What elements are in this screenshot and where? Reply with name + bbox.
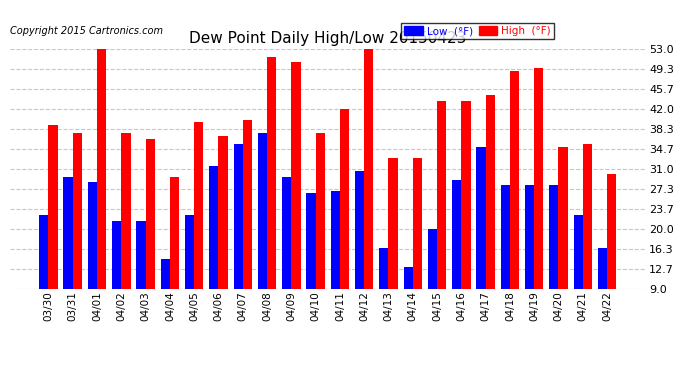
Title: Dew Point Daily High/Low 20150423: Dew Point Daily High/Low 20150423 <box>189 31 466 46</box>
Bar <box>583 144 592 289</box>
Bar <box>185 215 194 289</box>
Bar <box>476 147 486 289</box>
Bar <box>243 120 252 289</box>
Legend: Low  (°F), High  (°F): Low (°F), High (°F) <box>401 23 554 39</box>
Bar <box>194 122 204 289</box>
Bar <box>267 57 276 289</box>
Bar <box>510 70 519 289</box>
Text: Copyright 2015 Cartronics.com: Copyright 2015 Cartronics.com <box>10 26 164 36</box>
Bar <box>486 95 495 289</box>
Bar <box>340 109 349 289</box>
Bar <box>121 133 130 289</box>
Bar <box>598 248 607 289</box>
Bar <box>437 100 446 289</box>
Bar <box>428 229 437 289</box>
Bar <box>525 185 534 289</box>
Bar <box>97 49 106 289</box>
Bar <box>388 158 397 289</box>
Bar <box>88 182 97 289</box>
Bar <box>233 144 243 289</box>
Bar <box>549 185 558 289</box>
Bar <box>39 215 48 289</box>
Bar <box>72 133 82 289</box>
Bar <box>315 133 325 289</box>
Bar <box>331 190 340 289</box>
Bar <box>282 177 291 289</box>
Bar <box>534 68 544 289</box>
Bar <box>137 220 146 289</box>
Bar <box>380 248 388 289</box>
Bar <box>146 139 155 289</box>
Bar <box>452 180 462 289</box>
Bar <box>48 125 58 289</box>
Bar <box>355 171 364 289</box>
Bar <box>258 133 267 289</box>
Bar <box>63 177 72 289</box>
Bar <box>219 136 228 289</box>
Bar <box>112 220 121 289</box>
Bar <box>573 215 583 289</box>
Bar <box>501 185 510 289</box>
Bar <box>170 177 179 289</box>
Bar <box>291 62 301 289</box>
Bar <box>404 267 413 289</box>
Bar <box>209 166 219 289</box>
Bar <box>558 147 568 289</box>
Bar <box>306 193 315 289</box>
Bar <box>364 46 373 289</box>
Bar <box>161 259 170 289</box>
Bar <box>462 100 471 289</box>
Bar <box>607 174 616 289</box>
Bar <box>413 158 422 289</box>
